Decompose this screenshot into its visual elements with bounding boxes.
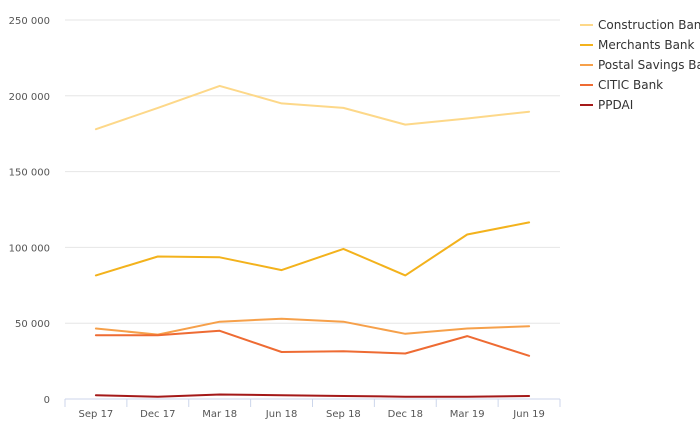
x-tick-label: Dec 17 (140, 409, 175, 420)
series-line-merchants-bank[interactable] (94, 221, 531, 277)
x-tick-label: Jun 18 (265, 409, 298, 420)
y-tick-label: 0 (44, 395, 50, 406)
y-tick-label: 250 000 (9, 16, 50, 27)
y-tick-label: 150 000 (9, 168, 50, 179)
legend-swatch (580, 64, 593, 66)
y-tick-label: 200 000 (9, 92, 50, 103)
series-line-postal-savings-bank[interactable] (94, 317, 531, 336)
legend-label: CITIC Bank (598, 78, 664, 92)
x-tick-label: Sep 18 (326, 409, 361, 420)
series-lines (94, 84, 531, 398)
legend-swatch (580, 104, 593, 106)
grid-lines (65, 19, 560, 324)
x-tick-label: Mar 19 (450, 409, 485, 420)
legend: Construction Bank Merchants Bank Postal Sa… (580, 15, 700, 115)
series-line-citic-bank[interactable] (94, 329, 531, 357)
series-line-ppdai[interactable] (94, 393, 531, 398)
x-tick-label: Dec 18 (388, 409, 423, 420)
y-tick-label: 100 000 (9, 243, 50, 254)
x-tick-label: Sep 17 (79, 409, 114, 420)
y-tick-label: 50 000 (15, 319, 50, 330)
series-line-construction-bank[interactable] (94, 84, 531, 131)
legend-swatch (580, 24, 593, 26)
legend-swatch (580, 44, 593, 46)
legend-item[interactable]: PPDAI (580, 95, 700, 115)
y-axis-tick-labels: 0 50 000 100 000 150 000 200 000 250 000 (9, 16, 50, 406)
legend-swatch (580, 84, 593, 86)
legend-item[interactable]: Merchants Bank (580, 35, 700, 55)
legend-label: Merchants Bank (598, 38, 695, 52)
legend-item[interactable]: Construction Bank (580, 15, 700, 35)
legend-label: Postal Savings Bank (598, 58, 700, 72)
x-tick-label: Mar 18 (202, 409, 237, 420)
legend-item[interactable]: CITIC Bank (580, 75, 700, 95)
legend-label: PPDAI (598, 98, 634, 112)
x-tick-label: Jun 19 (512, 409, 545, 420)
legend-label: Construction Bank (598, 18, 700, 32)
legend-item[interactable]: Postal Savings Bank (580, 55, 700, 75)
x-axis: Sep 17 Dec 17 Mar 18 Jun 18 Sep 18 Dec 18 Mar … (64, 398, 561, 420)
